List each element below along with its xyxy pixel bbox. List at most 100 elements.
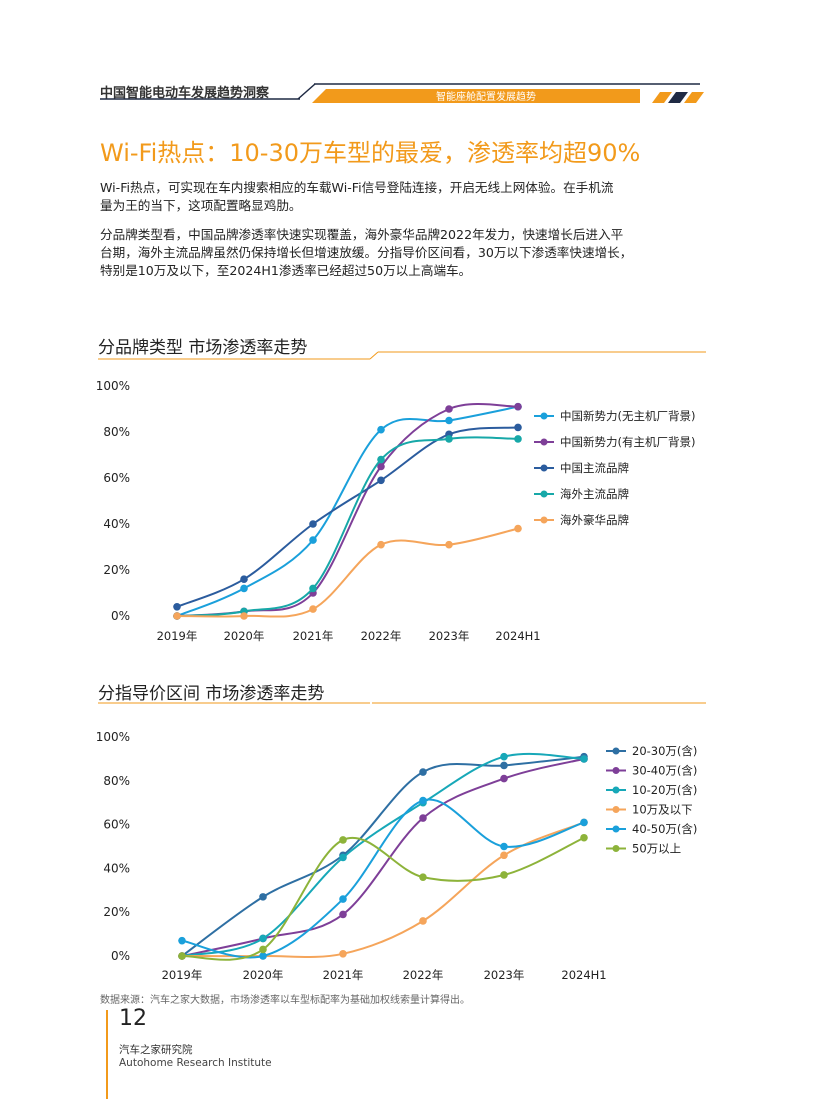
x-tick-label: 2020年 [243,968,284,982]
data-point [377,462,385,471]
data-point [445,540,453,549]
section-title-price: 分指导价区间 市场渗透率走势 [98,684,325,704]
data-point [240,612,248,620]
data-point [377,455,385,464]
data-point [419,768,427,776]
source-note: 数据来源：汽车之家大数据，市场渗透率以车型标配率为基础加权线索量计算得出。 [100,995,470,1006]
header-subtitle: 智能座舱配置发展趋势 [436,92,536,103]
data-point [309,605,317,613]
data-point [419,814,427,822]
y-tick-label: 100% [96,730,130,744]
page-header: 中国智能电动车发展趋势洞察 智能座舱配置发展趋势 [100,76,706,106]
x-tick-label: 2024H1 [561,968,606,982]
paragraph-line: 量为王的当下，这项配置略显鸡肋。 [100,198,302,213]
data-point [339,836,347,844]
legend-label: 10-20万(含) [632,783,697,797]
data-point [240,575,248,583]
y-tick-label: 60% [103,818,130,832]
page-number: 12 [119,1006,147,1031]
x-tick-label: 2021年 [293,629,334,643]
footer-accent-bar [106,1010,108,1099]
data-point [259,952,267,960]
x-tick-label: 2022年 [403,968,444,982]
legend-marker [612,786,620,794]
data-point [580,818,588,827]
data-point [445,416,453,425]
footer-org-cn: 汽车之家研究院 [119,1044,193,1056]
data-point [339,950,347,958]
legend-marker [612,747,620,755]
header-decoration [100,83,704,103]
legend-marker [612,767,620,774]
data-point [514,402,522,411]
legend-label: 20-30万(含) [632,744,697,758]
data-point [419,917,427,925]
data-point [419,873,427,881]
data-point [240,584,248,593]
paragraph-2: 分品牌类型看，中国品牌渗透率快速实现覆盖，海外豪华品牌2022年发力，快速增长后… [100,226,706,280]
y-tick-label: 60% [103,471,130,485]
paragraph-line: Wi-Fi热点，可实现在车内搜索相应的车载Wi-Fi信号登陆连接，开启无线上网体… [100,180,614,195]
legend-marker [612,845,620,852]
legend-label: 40-50万(含) [632,822,697,836]
y-tick-label: 40% [103,861,130,875]
legend-marker [540,412,548,420]
y-tick-label: 40% [103,517,130,531]
header-title: 中国智能电动车发展趋势洞察 [100,86,270,101]
x-tick-label: 2020年 [224,629,265,643]
data-point [339,853,347,862]
data-point [377,476,385,485]
legend-marker [540,464,548,472]
series-line [181,752,585,957]
paragraph-line: 分品牌类型看，中国品牌渗透率快速实现覆盖，海外豪华品牌2022年发力，快速增长后… [100,227,624,242]
x-tick-label: 2023年 [429,629,470,643]
series-line [176,426,519,608]
x-tick-label: 2022年 [361,629,402,643]
data-point [339,910,347,919]
data-point [445,435,453,443]
data-point [419,796,427,805]
legend-label: 中国主流品牌 [560,461,629,475]
legend-marker [540,516,548,524]
data-point [514,423,522,432]
x-tick-label: 2024H1 [495,629,540,643]
legend-label: 10万及以下 [632,803,693,817]
legend-label: 中国新势力(有主机厂背景) [560,435,695,449]
x-tick-label: 2021年 [323,968,364,982]
x-tick-label: 2019年 [157,629,198,643]
data-point [339,895,347,903]
series-line [181,757,585,957]
y-tick-label: 0% [111,949,130,963]
paragraph-line: 特别是10万及以下，至2024H1渗透率已经超过50万以上高端车。 [100,263,472,278]
data-point [500,851,508,860]
data-point [178,952,186,960]
x-tick-label: 2023年 [484,968,525,982]
section-title-brand: 分品牌类型 市场渗透率走势 [98,338,308,358]
legend-label: 海外主流品牌 [560,487,629,501]
legend-marker [612,806,620,813]
x-tick-label: 2019年 [162,968,203,982]
data-point [377,425,385,434]
data-point [500,752,508,761]
footer-org-en: Autohome Research Institute [119,1057,272,1069]
data-point [259,945,267,954]
y-tick-label: 100% [96,379,130,393]
data-point [500,871,508,879]
data-point [173,603,181,611]
legend-label: 30-40万(含) [632,764,697,778]
y-tick-label: 20% [103,905,130,919]
legend-label: 海外豪华品牌 [560,513,629,527]
y-tick-label: 80% [103,425,130,439]
legend-label: 中国新势力(无主机厂背景) [560,409,695,423]
data-point [580,755,588,763]
series-line [181,755,585,957]
data-point [259,893,267,901]
data-point [173,612,181,620]
data-point [309,520,317,528]
data-point [500,842,508,851]
page-title: Wi-Fi热点：10-30万车型的最爱，渗透率均超90% [100,139,641,167]
paragraph-line: 台期，海外主流品牌虽然仍保持增长但增速放缓。分指导价区间看，30万以下渗透率快速… [100,245,633,260]
series-line [181,798,585,959]
